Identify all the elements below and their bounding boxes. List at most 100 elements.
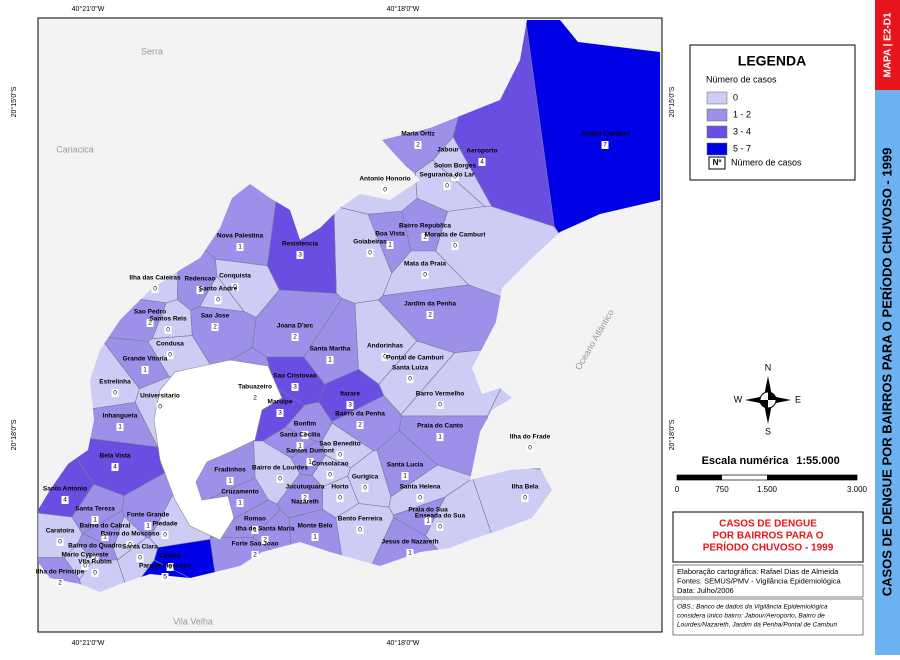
case-count: 0: [358, 527, 362, 534]
case-count: 4: [63, 497, 67, 504]
credit-line: Elaboração cartográfica: Rafael Dias de …: [677, 567, 839, 576]
case-count: 0: [168, 352, 172, 359]
case-count: 1: [198, 287, 202, 294]
coord-label: 20°15'0"S: [668, 86, 676, 117]
neighborhood-name: Joana D'arc: [277, 323, 314, 330]
case-box: [91, 516, 99, 524]
case-box: [56, 538, 64, 546]
legend-swatch: [706, 142, 728, 156]
case-box: [451, 242, 459, 250]
case-box: [276, 409, 284, 417]
credits-box: [672, 564, 864, 598]
case-count: 1: [103, 534, 107, 541]
case-count: 0: [166, 327, 170, 334]
case-box: [146, 319, 154, 327]
case-count: 2: [148, 320, 152, 327]
neighborhood-name: Centro: [160, 553, 181, 560]
case-box: [291, 383, 299, 391]
case-box: [381, 186, 389, 194]
legend-label: 3 - 4: [733, 126, 751, 136]
case-box: [116, 423, 124, 431]
neighborhood-name: Solon Borges: [434, 163, 477, 170]
case-count: 0: [58, 539, 62, 546]
case-box: [436, 401, 444, 409]
scale-tick: 0: [675, 485, 680, 494]
coord-label: 20°18'0"S: [668, 419, 676, 450]
neighborhood-name: Bairro do Quadro: [68, 543, 122, 550]
case-box: [601, 141, 609, 149]
case-count: 1: [146, 523, 150, 530]
neighborhood-name: Bairro de Lourdes: [252, 465, 308, 472]
place-name: Cariacica: [56, 144, 94, 154]
case-box: [311, 533, 319, 541]
neighborhood-name: Condusa: [156, 341, 184, 348]
case-box: [424, 517, 432, 525]
credit-line: Fontes: SEMUS/PMV - Vigilância Epidemiol…: [677, 576, 842, 585]
case-box: [346, 401, 354, 409]
side-code-box: [875, 0, 900, 90]
case-box: [236, 499, 244, 507]
case-count: 1: [408, 550, 412, 557]
case-count: 1: [118, 424, 122, 431]
case-count: 0: [383, 354, 387, 361]
neighborhood-name: Santa Clara: [122, 544, 158, 551]
case-count: 0: [438, 524, 442, 531]
title-line: PERÍODO CHUVOSO - 1999: [703, 541, 834, 554]
neighborhood-name: Pontal de Camburi: [386, 355, 444, 362]
neighborhood-name: Santos Dumont: [286, 448, 335, 455]
case-count: 1: [438, 434, 442, 441]
neighborhood-name: Seguranca do Lar: [420, 172, 475, 179]
legend-swatch: [706, 108, 728, 122]
case-box: [164, 326, 172, 334]
case-box: [236, 243, 244, 251]
case-count: 0: [328, 472, 332, 479]
neighborhood-name: Santos Reis: [149, 316, 187, 323]
case-count: 1: [238, 500, 242, 507]
case-count: 1: [403, 473, 407, 480]
coord-label: 40°21'0"W: [72, 639, 105, 647]
neighborhood-name: Santa Martha: [310, 346, 351, 353]
neighborhood-name: Maruipe: [268, 399, 293, 406]
case-box: [306, 458, 314, 466]
legend-label: 5 - 7: [733, 143, 751, 153]
case-box: [326, 471, 334, 479]
neighborhood-name: Santo Antonio: [43, 486, 87, 493]
case-box: [296, 442, 304, 450]
neighborhood-name: Bonfim: [294, 421, 317, 428]
compass-e: E: [795, 394, 801, 404]
place-name: Serra: [141, 46, 163, 56]
neighborhood-name: Ilha das Caieiras: [129, 275, 181, 282]
case-box: [144, 522, 152, 530]
case-box: [426, 311, 434, 319]
neighborhood-name: Boa Vista: [375, 231, 405, 238]
case-count: 0: [278, 476, 282, 483]
side-code: MAPA | E2-D1: [883, 12, 894, 77]
case-box: [436, 523, 444, 531]
case-box: [336, 451, 344, 459]
case-box: [111, 463, 119, 471]
case-count: 1: [93, 554, 97, 561]
case-count: 0: [158, 404, 162, 411]
case-box: [478, 158, 486, 166]
neighborhood-name: Bento Ferreira: [338, 516, 383, 523]
neighborhood-name: Ilha de Santa Maria: [236, 526, 295, 533]
neighborhood-name: Andorinhas: [367, 343, 403, 350]
case-count: 0: [368, 250, 372, 257]
case-box: [381, 353, 389, 361]
case-count: 1: [308, 459, 312, 466]
case-box: [166, 563, 174, 571]
neighborhood-name: Fradinhos: [214, 467, 246, 474]
case-count: 3: [298, 252, 302, 259]
case-box: [91, 569, 99, 577]
obs: OBS.: Banco de dados da Vigilância Epide…: [677, 604, 838, 629]
case-box: [414, 141, 422, 149]
neighborhood-name: Conquista: [219, 273, 251, 280]
neighborhood-name: Barro Vermelho: [416, 391, 464, 398]
case-box: [196, 286, 204, 294]
coord-label: 20°15'0"S: [10, 86, 18, 117]
neighborhood-name: Santa Luiza: [392, 365, 429, 372]
case-count: 0: [423, 272, 427, 279]
case-box: [161, 531, 169, 539]
case-count: 0: [528, 445, 532, 452]
neighborhood-name: Bairro da Penha: [335, 411, 385, 418]
